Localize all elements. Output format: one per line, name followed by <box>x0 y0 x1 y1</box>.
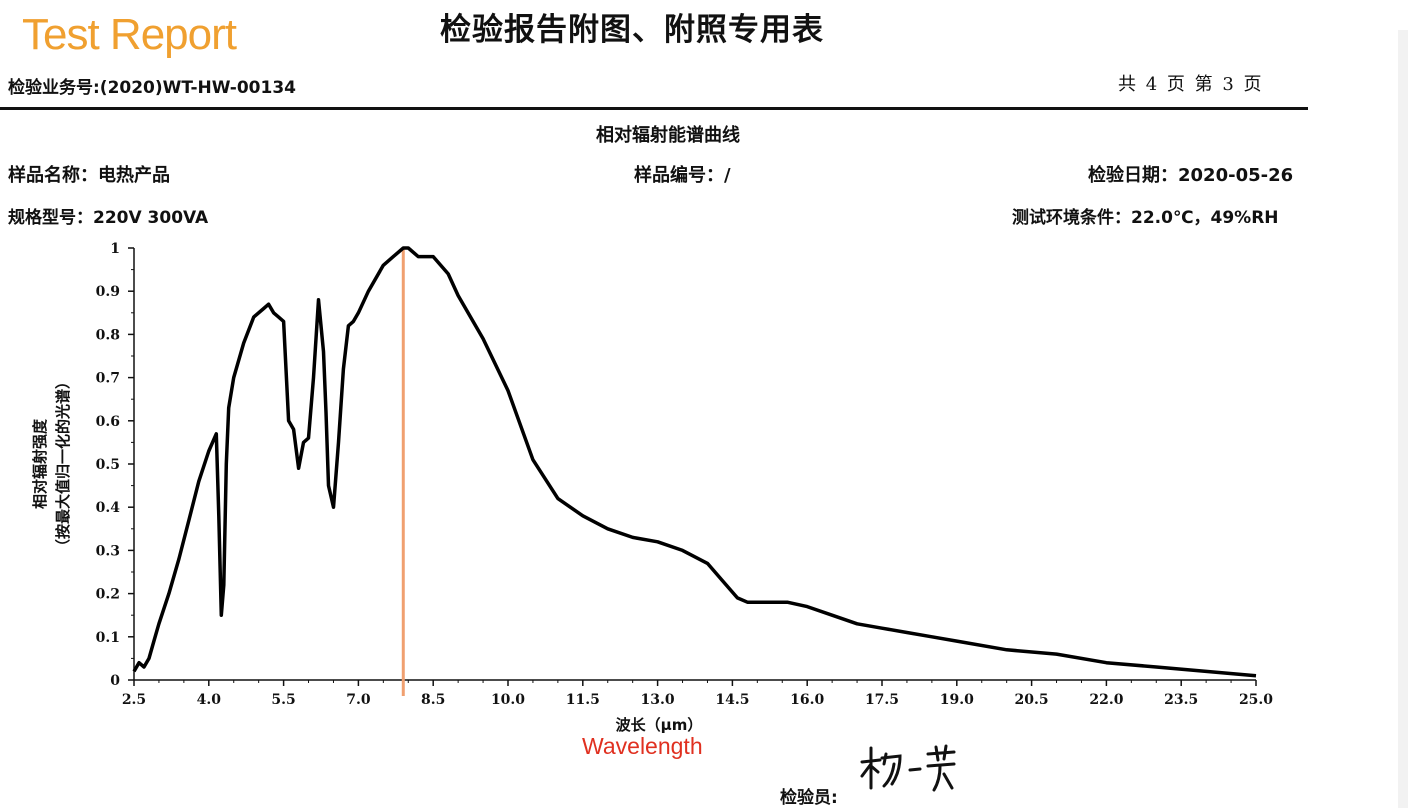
x-tick-label: 7.0 <box>346 692 371 708</box>
chart-axes <box>133 248 1256 681</box>
test-date: 检验日期：2020-05-26 <box>1088 165 1294 186</box>
x-tick-label: 4.0 <box>197 692 222 708</box>
y-tick-label: 0 <box>110 673 120 689</box>
y-tick-label: 0.6 <box>96 414 120 430</box>
brand-logo-text: Test Report <box>22 10 237 59</box>
chart-title: 相对辐射能谱曲线 <box>596 125 740 146</box>
sample-number: 样品编号：/ <box>634 165 731 186</box>
y-tick-label: 0.8 <box>96 327 120 343</box>
x-tick-label: 14.5 <box>715 692 749 708</box>
x-tick-label: 16.0 <box>790 692 824 708</box>
y-axis-label-note: （按最大值归一化的光谱） <box>54 374 72 554</box>
inspector-signature <box>860 744 956 792</box>
x-tick-label: 8.5 <box>421 692 445 708</box>
x-axis-ticks: 2.5 4.0 5.5 7.0 8.5 10.0 11.5 13.0 14.5 16.0 17.5 1… <box>122 680 1273 708</box>
y-tick-label: 0.3 <box>96 543 120 559</box>
scan-edge <box>1398 30 1408 808</box>
business-number: 检验业务号:(2020)WT-HW-00134 <box>8 78 296 98</box>
sample-name: 样品名称：电热产品 <box>8 165 170 186</box>
x-tick-label: 5.5 <box>271 692 295 708</box>
x-tick-label: 22.0 <box>1089 692 1123 708</box>
x-tick-label: 20.5 <box>1015 692 1049 708</box>
x-axis-label: 波长（μm） <box>616 716 703 734</box>
y-axis-label: 相对辐射强度 <box>31 418 49 509</box>
x-tick-label: 13.0 <box>641 692 675 708</box>
x-tick-label: 25.0 <box>1239 692 1273 708</box>
y-tick-label: 0.4 <box>96 500 121 516</box>
spectrum-chart: 0 0.1 0.2 0.3 0.4 0.5 0.6 0.7 0.8 0.9 1 2.5 4.0 5.5 7… <box>31 241 1273 734</box>
y-tick-label: 0.2 <box>96 587 120 603</box>
y-axis-ticks: 0 0.1 0.2 0.3 0.4 0.5 0.6 0.7 0.8 0.9 1 <box>96 241 134 689</box>
y-tick-label: 0.7 <box>96 371 120 387</box>
x-tick-label: 19.0 <box>940 692 974 708</box>
y-tick-label: 1 <box>110 241 120 257</box>
y-tick-label: 0.9 <box>96 284 120 300</box>
x-tick-label: 17.5 <box>865 692 899 708</box>
inspector-label: 检验员: <box>780 788 838 808</box>
test-environment: 测试环境条件：22.0℃，49%RH <box>1012 208 1279 228</box>
series-line <box>132 246 1257 678</box>
x-tick-label: 23.5 <box>1164 692 1198 708</box>
x-axis-label-english: Wavelength <box>582 733 703 759</box>
specification: 规格型号：220V 300VA <box>8 208 209 228</box>
x-tick-label: 11.5 <box>566 692 600 708</box>
x-tick-label: 2.5 <box>122 692 146 708</box>
page-indicator: 共 4 页 第 3 页 <box>1118 74 1262 95</box>
y-tick-label: 0.1 <box>96 630 120 646</box>
page-title: 检验报告附图、附照专用表 <box>440 12 824 48</box>
x-tick-label: 10.0 <box>491 692 525 708</box>
y-tick-label: 0.5 <box>96 457 120 473</box>
header-divider <box>0 107 1308 110</box>
